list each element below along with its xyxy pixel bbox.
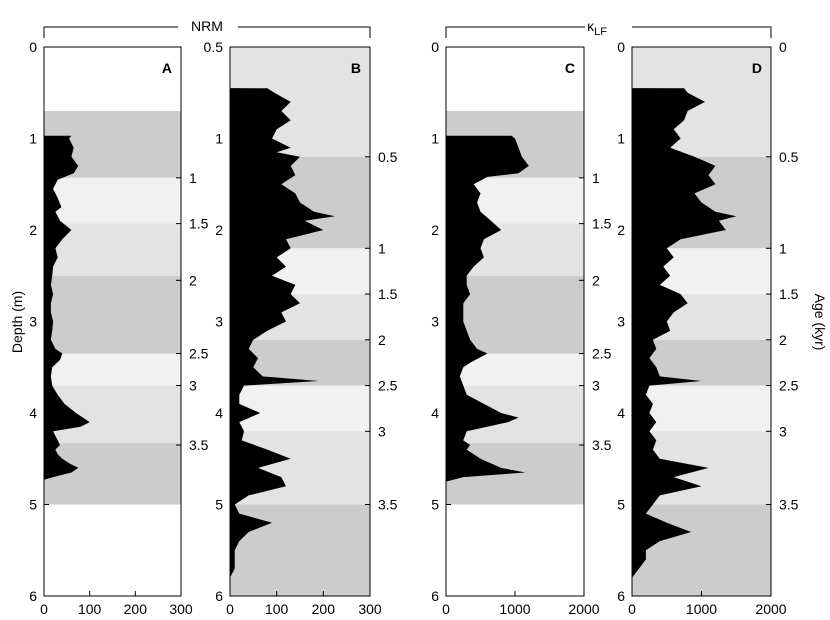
band-a-3 [44,275,181,354]
panel-letter-b: B [351,60,361,76]
curve-d [632,88,737,578]
group-bracket-klf [445,26,772,38]
xtick-label-d-2: 2000 [755,601,786,617]
ytick-right-label-d-1: 0.5 [779,149,799,165]
xtick-label-b-0: 0 [226,601,234,617]
ytick-right-label-c-2: 2 [592,272,600,288]
ytick-right-label-d-3: 1.5 [779,286,799,302]
xtick-label-a-3: 300 [169,601,193,617]
ytick-right-label-b-4: 2.5 [378,378,398,394]
ytick-right-label-c-1: 1.5 [592,216,612,232]
ytick-right-label-c-0: 1 [592,170,600,186]
ytick-left-label-b-0: 0.5 [204,39,224,55]
xtick-label-a-2: 200 [124,601,148,617]
tick-marks [43,46,772,597]
ytick-left-label-d-6: 6 [617,588,625,604]
ytick-left-label-a-0: 0 [29,39,37,55]
ytick-left-label-c-2: 2 [431,222,439,238]
ytick-left-label-c-3: 3 [431,314,439,330]
xtick-label-d-1: 1000 [686,601,717,617]
ytick-left-label-a-3: 3 [29,314,37,330]
ytick-left-label-c-4: 4 [431,405,439,421]
band-a-1 [44,177,181,224]
ytick-left-label-b-4: 4 [215,405,223,421]
ytick-right-label-b-3: 2 [378,332,386,348]
ytick-right-label-b-5: 3 [378,423,386,439]
ytick-right-label-c-4: 3 [592,378,600,394]
ytick-right-label-d-6: 3 [779,423,787,439]
xtick-label-c-2: 2000 [568,601,599,617]
ytick-right-label-c-5: 3.5 [592,437,612,453]
group-label-nrm: NRM [43,18,371,38]
ytick-left-label-b-5: 5 [215,497,223,513]
ytick-right-label-d-0: 0 [779,39,787,55]
xtick-label-a-0: 0 [40,601,48,617]
ytick-right-label-d-7: 3.5 [779,497,799,513]
band-a-4 [44,353,181,386]
ytick-left-label-d-3: 3 [617,314,625,330]
panel-letter-d: D [752,60,762,76]
panel-letter-a: A [162,60,172,76]
ytick-right-label-a-3: 2.5 [189,346,209,362]
xtick-label-c-1: 1000 [499,601,530,617]
data-curves [44,88,737,578]
right-axis-title: Age (kyr) [812,294,828,351]
ytick-left-label-a-5: 5 [29,497,37,513]
band-b-5 [230,385,370,432]
ytick-right-label-a-5: 3.5 [189,437,209,453]
curve-c [446,135,529,482]
ytick-left-label-d-5: 5 [617,497,625,513]
ytick-right-label-d-2: 1 [779,240,787,256]
ytick-right-label-a-1: 1.5 [189,216,209,232]
band-d-5 [632,385,771,432]
xtick-label-c-0: 0 [442,601,450,617]
xtick-label-b-2: 200 [312,601,336,617]
left-axis-title: Depth (m) [9,291,25,353]
ytick-right-label-d-4: 2 [779,332,787,348]
ytick-right-label-b-6: 3.5 [378,497,398,513]
band-a-6 [44,443,181,505]
ytick-right-label-b-1: 1 [378,240,386,256]
panel-letter-c: C [565,60,575,76]
ytick-left-label-a-4: 4 [29,405,37,421]
xtick-label-a-1: 100 [78,601,102,617]
xtick-label-d-0: 0 [628,601,636,617]
ytick-right-label-c-3: 2.5 [592,346,612,362]
ytick-left-label-b-6: 6 [215,588,223,604]
ytick-left-label-c-1: 1 [431,131,439,147]
ytick-left-label-c-6: 6 [431,588,439,604]
curve-a [44,135,90,480]
ytick-right-label-d-5: 2.5 [779,378,799,394]
group-label-nrm-text: NRM [191,18,223,34]
ytick-right-label-a-4: 3 [189,378,197,394]
ytick-left-label-d-2: 2 [617,222,625,238]
ytick-left-label-d-1: 1 [617,131,625,147]
ytick-left-label-a-6: 6 [29,588,37,604]
ytick-right-label-b-2: 1.5 [378,286,398,302]
ytick-right-label-a-0: 1 [189,170,197,186]
curve-b [230,88,335,578]
xtick-label-b-3: 300 [358,601,382,617]
klf-kappa: κ [587,18,595,34]
ytick-left-label-d-4: 4 [617,405,625,421]
ytick-right-label-b-0: 0.5 [378,149,398,165]
ytick-left-label-a-1: 1 [29,131,37,147]
group-label-klf-text: κLF [587,18,607,38]
ytick-left-label-a-2: 2 [29,222,37,238]
ytick-left-label-b-3: 3 [215,314,223,330]
xtick-label-b-1: 100 [265,601,289,617]
ytick-left-label-b-2: 2 [215,222,223,238]
group-bracket-nrm [43,26,371,38]
group-label-klf: κLF [445,18,772,38]
ytick-right-label-a-2: 2 [189,272,197,288]
ytick-left-label-c-5: 5 [431,497,439,513]
ytick-left-label-d-0: 0 [617,39,625,55]
ytick-left-label-b-1: 1 [215,131,223,147]
ytick-left-label-c-0: 0 [431,39,439,55]
klf-subscript: LF [594,26,607,38]
